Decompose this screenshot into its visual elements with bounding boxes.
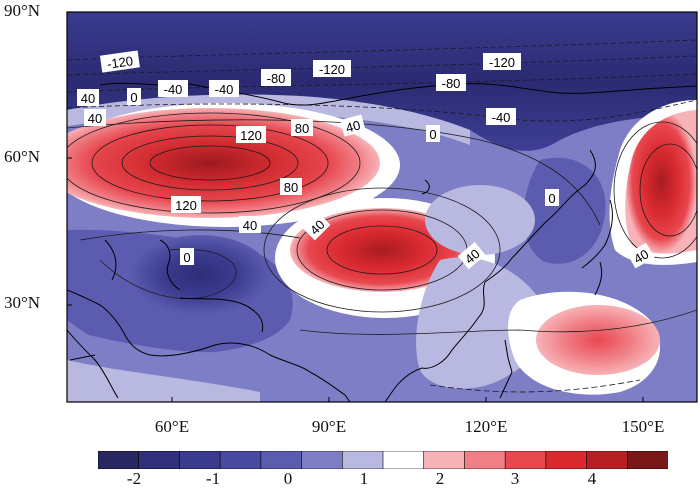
longitude-label-150e: 150°E [621, 417, 665, 436]
contour-label: -80 [436, 74, 466, 91]
contour-label-text: -40 [164, 82, 183, 97]
contour-label: -120 [313, 60, 351, 77]
contour-label: 40 [626, 242, 655, 269]
contour-label: 0 [180, 248, 194, 265]
contour-label: 40 [84, 109, 106, 126]
contour-label: -40 [158, 80, 188, 97]
contour-label: -120 [99, 50, 140, 73]
colorbar-tick-label: -1 [205, 469, 221, 488]
longitude-label-90e: 90°E [311, 417, 347, 436]
contour-label-bg [171, 196, 201, 213]
colorbar-swatch [260, 451, 303, 469]
contour-label-bg [436, 74, 466, 91]
contour-label-bg [180, 248, 194, 265]
contour-label-text: 120 [175, 198, 197, 213]
contour-label-text: 0 [183, 250, 190, 265]
colorbar-swatch [341, 451, 384, 469]
contour-label-text: -120 [319, 62, 345, 77]
colorbar-swatch [382, 451, 425, 469]
contour-label: 40 [302, 212, 331, 241]
contour-label: 120 [236, 126, 266, 143]
colorbar-swatch [464, 451, 506, 469]
contour-label-bg [209, 80, 239, 97]
contour-label-bg [457, 242, 486, 270]
contour-label: -120 [483, 53, 521, 70]
colorbar [98, 451, 668, 469]
contour-label: 40 [239, 216, 261, 233]
contour-label: -40 [209, 80, 239, 97]
contour-label-text: 80 [295, 121, 309, 136]
contour-label-text: 40 [243, 218, 257, 233]
colorbar-tick-label: 0 [283, 469, 293, 488]
contour-label-bg [280, 178, 302, 195]
contour-label-text: 0 [548, 191, 555, 206]
colorbar-swatch [301, 451, 343, 469]
latitude-label-90n: 90°N [4, 1, 41, 20]
contour-label-bg [99, 50, 140, 73]
contour-label: 0 [545, 189, 559, 206]
contour-label-bg [158, 80, 188, 97]
colorbar-tick-label: 3 [510, 469, 520, 488]
contour-label-text: 40 [88, 111, 102, 126]
colorbar-swatch [179, 451, 221, 469]
contour-label: 0 [426, 125, 440, 142]
colorbar-swatch [219, 451, 262, 469]
contour-label: 40 [340, 114, 366, 137]
colorbar-swatch [98, 451, 140, 469]
contour-label-text: -120 [489, 55, 515, 70]
contour-label-bg [486, 108, 516, 125]
contour-label-bg [84, 109, 106, 126]
colorbar-swatch [586, 451, 628, 469]
contour-label-bg [483, 53, 521, 70]
colorbar-tick-label: -2 [126, 469, 142, 488]
contour-label-bg [340, 114, 366, 137]
contour-label: 0 [127, 88, 141, 105]
contour-label-bg [239, 216, 261, 233]
contour-label: 40 [77, 89, 99, 106]
contour-label-bg [261, 69, 291, 86]
colorbar-swatch [504, 451, 547, 469]
contour-label-text: -40 [492, 110, 511, 125]
contour-label-text: 40 [631, 246, 651, 266]
contour-label-bg [626, 242, 655, 269]
contour-label: 80 [280, 178, 302, 195]
contour-label-text: 0 [130, 90, 137, 105]
latitude-label-60n: 60°N [4, 147, 41, 166]
contour-label-text: -80 [442, 76, 461, 91]
colorbar-swatch [626, 451, 668, 469]
contour-label-bg [77, 89, 99, 106]
contour-label-bg [545, 189, 559, 206]
colorbar-swatch [138, 451, 181, 469]
contour-label-text: 40 [344, 117, 362, 135]
contour-label-text: -40 [215, 82, 234, 97]
contour-label-bg [302, 212, 331, 241]
contour-label-bg [127, 88, 141, 105]
colorbar-tick-label: 2 [435, 469, 445, 488]
latitude-label-30n: 30°N [4, 293, 41, 312]
colorbar-tick-label: 1 [359, 469, 369, 488]
longitude-label-120e: 120°E [464, 417, 508, 436]
contour-label-text: -80 [267, 71, 286, 86]
contour-label-bg [313, 60, 351, 77]
colorbar-swatch [423, 451, 466, 469]
colorbar-swatch [545, 451, 588, 469]
contour-label: -80 [261, 69, 291, 86]
contour-label-bg [426, 125, 440, 142]
contour-label: 40 [457, 242, 486, 270]
contour-label: -40 [486, 108, 516, 125]
contour-label: 120 [171, 196, 201, 213]
contour-label-text: 0 [429, 127, 436, 142]
contour-label-bg [291, 119, 313, 136]
contour-label-text: -120 [106, 53, 134, 71]
longitude-label-60e: 60°E [154, 417, 190, 436]
contour-label-text: 40 [81, 91, 95, 106]
contour-label-bg [236, 126, 266, 143]
contour-label-text: 120 [240, 128, 262, 143]
contour-label: 80 [291, 119, 313, 136]
contour-label-text: 80 [284, 180, 298, 195]
colorbar-tick-label: 4 [587, 469, 597, 488]
